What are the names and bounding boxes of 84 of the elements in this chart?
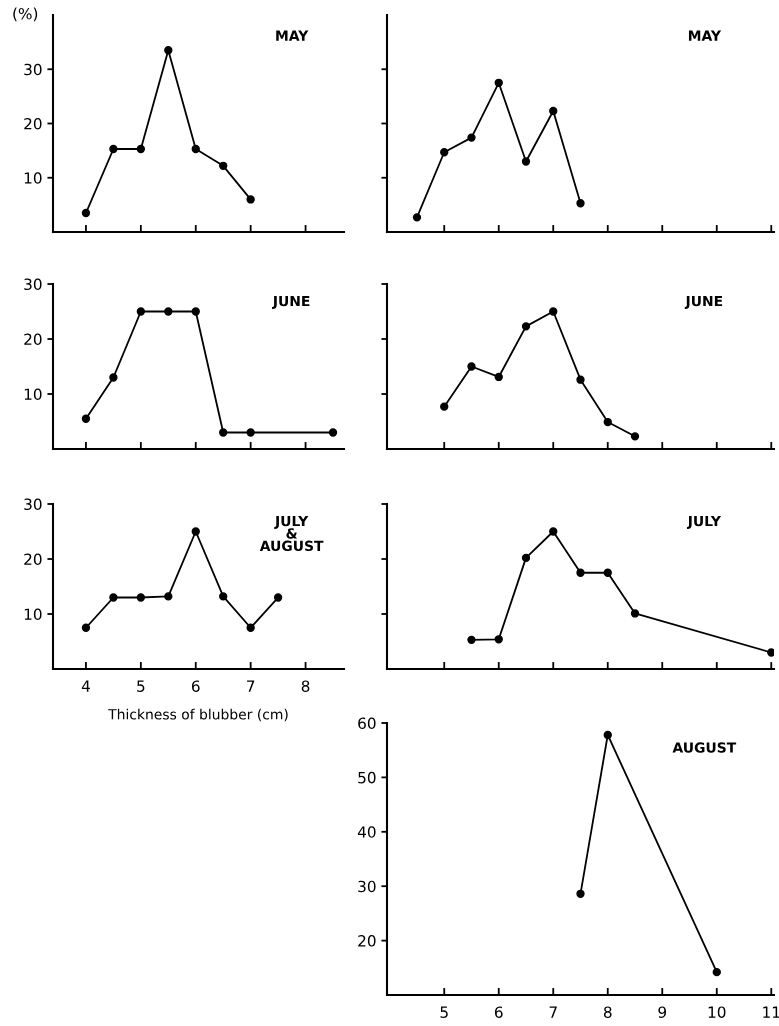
- y-tick-label: 10: [24, 172, 42, 184]
- point: [219, 161, 228, 170]
- point: [576, 568, 585, 577]
- point: [219, 428, 228, 437]
- point: [494, 78, 503, 87]
- x-tick-label: 7: [247, 680, 255, 692]
- y-tick-label: 40: [357, 826, 376, 838]
- point: [576, 199, 585, 208]
- point: [767, 648, 774, 657]
- point: [467, 133, 476, 142]
- point: [549, 307, 558, 316]
- point: [467, 635, 476, 645]
- point: [521, 157, 531, 166]
- text: MAY: [276, 30, 309, 41]
- point: [494, 635, 503, 644]
- y-tick-label: 20: [24, 553, 42, 566]
- point: [549, 527, 558, 536]
- text: AUGUST: [672, 742, 737, 753]
- point: [603, 730, 612, 740]
- point: [109, 593, 118, 602]
- y-tick-label: 30: [24, 63, 42, 76]
- x-tick-label: 10: [708, 1006, 726, 1018]
- point: [576, 375, 585, 384]
- text: MAY: [688, 30, 722, 41]
- point: [81, 414, 91, 423]
- point: [440, 402, 449, 411]
- point: [136, 307, 146, 316]
- x-tick-label: 7: [549, 1006, 557, 1018]
- point: [191, 527, 200, 536]
- y-tick-label: 10: [24, 388, 42, 401]
- x-tick-label: 4: [81, 680, 90, 692]
- point: [246, 623, 255, 632]
- y-axis-title: (%): [13, 7, 38, 22]
- x-tick-label: 9: [658, 1006, 667, 1018]
- y-tick-label: 20: [24, 117, 42, 130]
- point: [164, 592, 173, 601]
- y-tick-label: 60: [358, 717, 376, 730]
- point: [81, 208, 91, 218]
- point: [440, 148, 449, 157]
- point: [576, 889, 585, 898]
- point: [136, 144, 146, 154]
- text: JULY: [686, 515, 722, 529]
- point: [273, 593, 283, 602]
- point: [549, 106, 558, 116]
- x-tick-label: 5: [137, 680, 145, 692]
- x-axis-title: Thickness of blubber (cm): [108, 708, 288, 722]
- y-tick-label: 10: [24, 608, 42, 621]
- point: [136, 593, 146, 602]
- point: [630, 432, 640, 441]
- point: [630, 609, 640, 618]
- point: [603, 568, 612, 577]
- point: [412, 213, 422, 222]
- y-tick-label: 50: [358, 771, 376, 784]
- point: [494, 372, 503, 382]
- point: [712, 967, 721, 977]
- x-tick-label: 6: [494, 1006, 503, 1018]
- y-tick-label: 20: [358, 935, 376, 947]
- x-tick-label: 8: [301, 680, 310, 692]
- y-tick-label: 30: [24, 278, 42, 291]
- point: [219, 592, 228, 601]
- point: [164, 307, 173, 316]
- point: [603, 417, 612, 427]
- point: [164, 46, 173, 55]
- text: JUNE: [272, 295, 310, 309]
- point: [109, 144, 118, 154]
- y-tick-label: 20: [24, 333, 42, 346]
- y-tick-label: 30: [24, 498, 42, 511]
- y-tick-label: 30: [358, 880, 376, 893]
- point: [191, 144, 200, 154]
- text: JULY & AUGUST: [259, 515, 324, 552]
- point: [246, 428, 255, 437]
- x-tick-label: 11: [763, 1006, 779, 1018]
- point: [109, 373, 118, 382]
- text: JUNE: [684, 295, 723, 309]
- point: [81, 623, 91, 632]
- point: [191, 307, 200, 316]
- point: [328, 428, 338, 437]
- point: [521, 553, 531, 563]
- x-tick-label: 8: [603, 1006, 612, 1018]
- x-tick-label: 6: [191, 680, 200, 692]
- point: [246, 195, 255, 204]
- point: [467, 362, 476, 371]
- point: [521, 322, 531, 331]
- x-tick-label: 5: [440, 1006, 448, 1018]
